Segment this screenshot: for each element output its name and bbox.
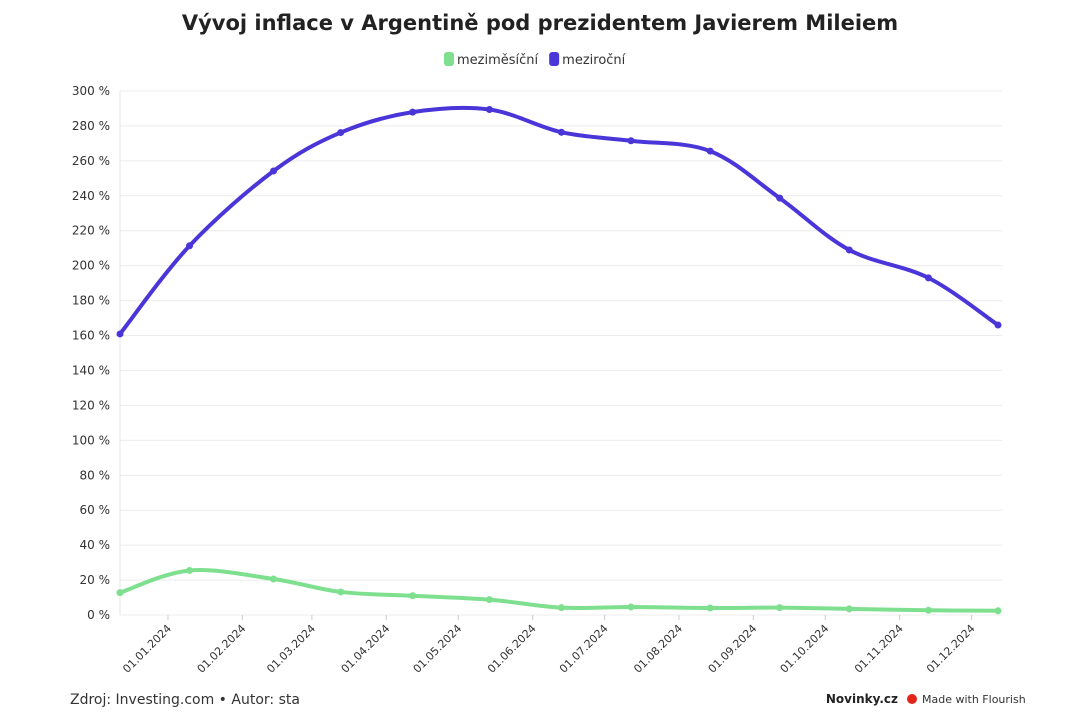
y-tick-label: 240 % [72,189,110,203]
y-tick-label: 140 % [72,363,110,377]
point [845,246,853,254]
point [337,129,345,137]
point [924,606,932,614]
point [116,330,124,338]
point [627,137,635,145]
x-tick-label: 01.11.2024 [852,622,906,676]
y-tick-label: 200 % [72,259,110,273]
point [186,566,194,574]
y-tick-label: 0 % [87,608,110,622]
point [706,604,714,612]
point [627,603,635,611]
legend-label: meziměsíční [457,53,539,68]
y-tick-label: 160 % [72,329,110,343]
y-tick-label: 120 % [72,398,110,412]
point [270,575,278,583]
point [924,274,932,282]
point [337,588,345,596]
point [557,128,565,136]
y-tick-label: 300 % [72,84,110,98]
x-tick-label: 01.12.2024 [924,622,978,676]
point [409,108,417,116]
legend-swatch [549,52,560,66]
point [485,596,493,604]
point [186,242,194,250]
point [485,106,493,114]
series-line [118,105,1000,336]
legend-swatch [444,52,454,66]
x-tick-label: 01.10.2024 [778,622,832,676]
x-tick-label: 01.02.2024 [195,622,249,676]
point [557,604,565,612]
x-tick-label: 01.04.2024 [339,622,393,676]
point [845,605,853,613]
point [409,592,417,600]
series-line [118,568,1000,613]
point [776,194,784,202]
brand: Novinky.cz [826,692,898,706]
x-tick-label: 01.03.2024 [264,622,318,676]
point [270,167,278,175]
point [994,607,1002,615]
y-tick-label: 180 % [72,294,110,308]
x-tick-label: 01.06.2024 [485,622,539,676]
y-tick-label: 260 % [72,154,110,168]
x-tick-label: 01.05.2024 [411,622,465,676]
point [116,589,124,597]
point [776,604,784,612]
legend: meziměsíční meziroční [444,52,626,68]
y-tick-label: 60 % [80,503,111,517]
point [706,147,714,155]
x-tick-label: 01.08.2024 [631,622,685,676]
source: Zdroj: Investing.com • Autor: sta [70,692,300,708]
y-tick-label: 20 % [80,573,111,587]
x-tick-label: 01.09.2024 [706,622,760,676]
legend-label: meziroční [562,53,625,68]
credit: Made with Flourish [922,693,1026,706]
y-tick-label: 100 % [72,433,110,447]
x-tick-label: 01.01.2024 [120,622,174,676]
y-tick-label: 80 % [80,468,111,482]
point [994,321,1002,329]
flourish-logo [907,694,917,704]
y-tick-label: 40 % [80,538,111,552]
y-tick-label: 280 % [72,119,110,133]
x-tick-label: 01.07.2024 [557,622,611,676]
y-tick-label: 220 % [72,224,110,238]
chart-title: Vývoj inflace v Argentině pod prezidente… [182,11,898,35]
